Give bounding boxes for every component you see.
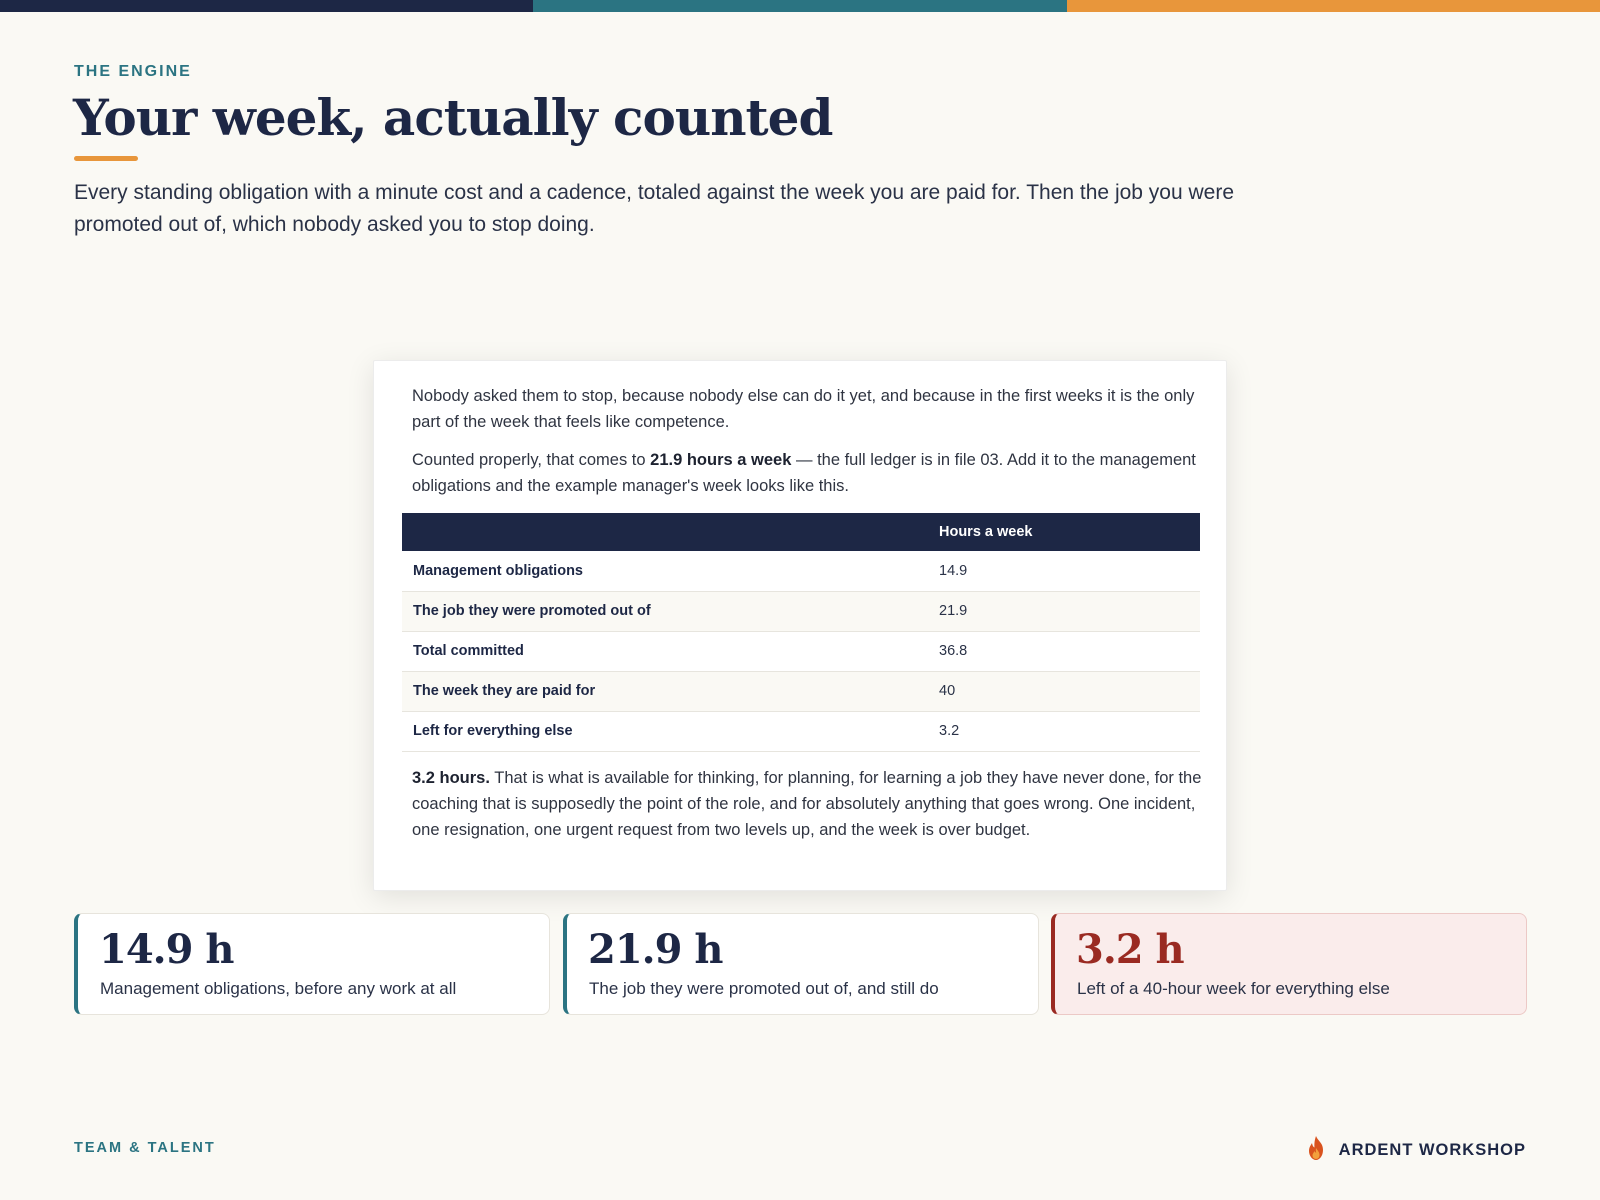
row-value: 3.2 [939, 723, 960, 739]
accent-segment-orange [1066, 0, 1600, 12]
stat-caption: The job they were promoted out of, and s… [589, 979, 939, 998]
hours-table: Hours a week Management obligations 14.9… [402, 513, 1200, 752]
row-label: Management obligations [413, 562, 583, 579]
card-paragraph-2-emphasis: 21.9 hours a week [650, 451, 792, 469]
card-paragraph-1: Nobody asked them to stop, because nobod… [412, 387, 1195, 431]
stat-value: 21.9 h [588, 926, 723, 973]
accent-segment-teal [533, 0, 1067, 12]
flame-icon [1305, 1135, 1327, 1166]
footer-brand: ARDENT WORKSHOP [1305, 1135, 1526, 1166]
stat-caption: Left of a 40-hour week for everything el… [1077, 979, 1390, 998]
top-accent-bar [0, 0, 1600, 12]
row-label: Total committed [413, 643, 524, 659]
table-row: The week they are paid for 40 [402, 671, 1200, 711]
row-value: 21.9 [939, 603, 968, 619]
card-paragraph-2: Counted properly, that comes to 21.9 hou… [412, 447, 1204, 499]
card-paragraph-3-emphasis: 3.2 hours. [412, 769, 490, 787]
row-label: The job they were promoted out of [413, 603, 651, 619]
table-row: Total committed 36.8 [402, 631, 1200, 671]
table-header-label [402, 513, 928, 551]
table-row: Management obligations 14.9 [402, 551, 1200, 591]
row-label: Left for everything else [413, 723, 573, 739]
title-underline [74, 156, 138, 161]
brand-name: ARDENT WORKSHOP [1338, 1141, 1526, 1159]
footer-section-label: TEAM & TALENT [74, 1140, 216, 1156]
row-value: 36.8 [939, 643, 968, 659]
table-header-row: Hours a week [402, 513, 1200, 551]
table-row: The job they were promoted out of 21.9 [402, 591, 1200, 631]
stat-card-remaining: 3.2 h Left of a 40-hour week for everyth… [1051, 913, 1527, 1015]
section-eyebrow: THE ENGINE [74, 63, 192, 80]
card-paragraph-2-intro: Counted properly, that comes to [412, 451, 651, 469]
stat-caption: Management obligations, before any work … [100, 979, 457, 998]
ledger-card: Nobody asked them to stop, because nobod… [373, 360, 1227, 891]
stat-value: 14.9 h [99, 926, 234, 973]
stat-card-management: 14.9 h Management obligations, before an… [74, 913, 550, 1015]
page-title: Your week, actually counted [73, 88, 833, 147]
stat-value: 3.2 h [1076, 926, 1185, 973]
card-paragraph-3: 3.2 hours. That is what is available for… [412, 765, 1204, 843]
row-value: 40 [939, 683, 956, 699]
card-paragraph-2-rest: — the full ledger is in file 03. Add it … [412, 451, 1196, 495]
card-paragraph-3-rest: That is what is available for thinking, … [412, 769, 1202, 839]
accent-segment-navy [0, 0, 534, 12]
page-lede: Every standing obligation with a minute … [74, 181, 1235, 236]
row-label: The week they are paid for [413, 683, 596, 699]
row-value: 14.9 [939, 562, 968, 579]
table-header-value: Hours a week [939, 524, 1033, 540]
table-row: Left for everything else 3.2 [402, 711, 1200, 751]
stat-card-old-job: 21.9 h The job they were promoted out of… [563, 913, 1039, 1015]
